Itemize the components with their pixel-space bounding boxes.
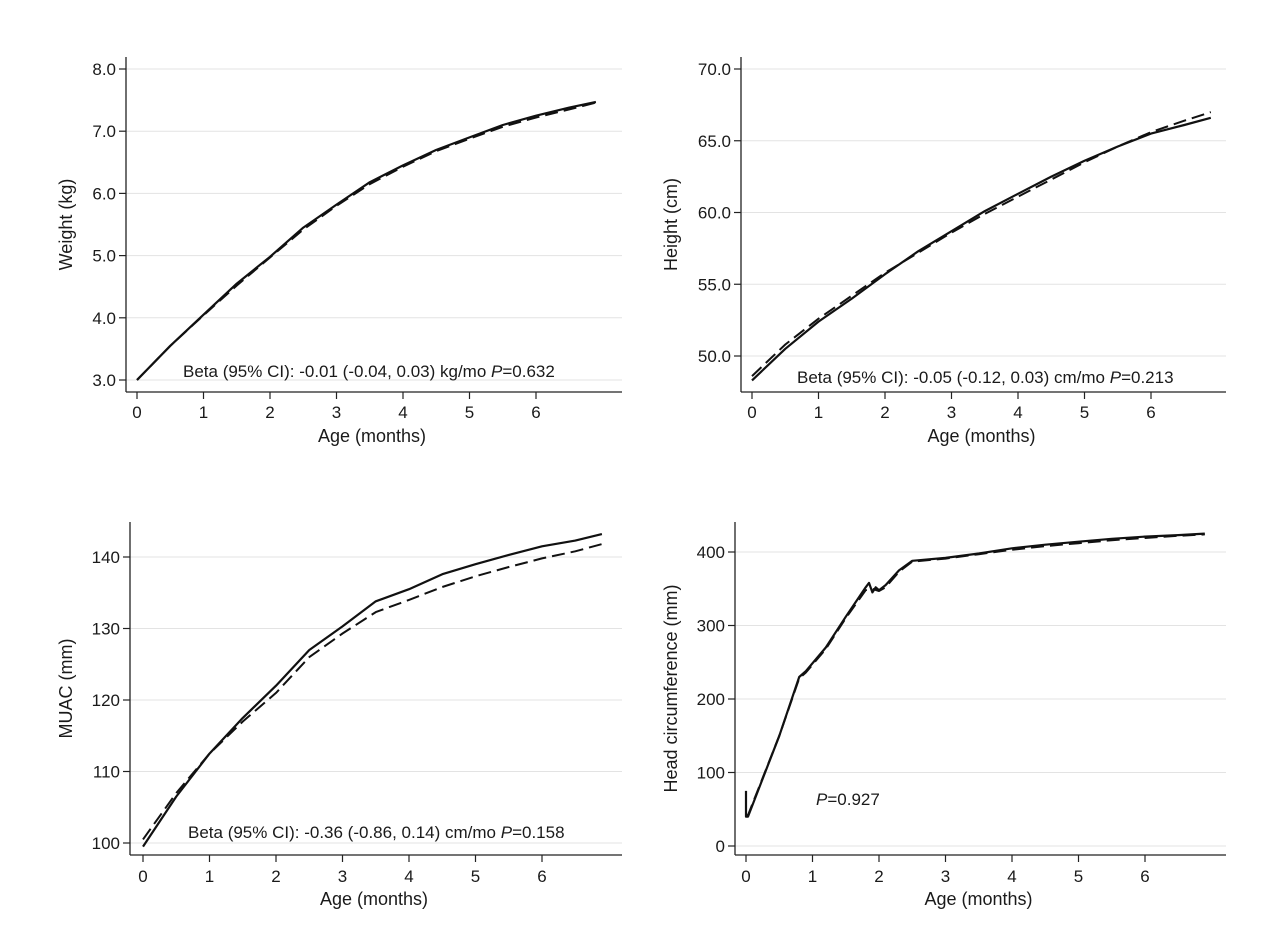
x-tick-label: 1 bbox=[205, 867, 214, 886]
y-tick-label: 5.0 bbox=[92, 247, 116, 266]
annotation-beta: Beta (95% CI): -0.05 (-0.12, 0.03) cm/mo bbox=[797, 368, 1110, 387]
x-tick-label: 1 bbox=[199, 403, 208, 422]
x-tick-label: 4 bbox=[398, 403, 407, 422]
x-axis-title: Age (months) bbox=[318, 426, 426, 446]
annotation-p-label: P bbox=[1110, 368, 1122, 387]
series-line-dashed bbox=[136, 101, 597, 381]
annotation: Beta (95% CI): -0.01 (-0.04, 0.03) kg/mo… bbox=[183, 362, 555, 381]
x-tick-label: 6 bbox=[537, 867, 546, 886]
x-tick-label: 6 bbox=[531, 403, 540, 422]
annotation-p-label: P bbox=[501, 823, 513, 842]
x-axis-title: Age (months) bbox=[924, 889, 1032, 909]
y-tick-label: 110 bbox=[93, 763, 120, 782]
x-tick-label: 4 bbox=[1007, 867, 1016, 886]
x-tick-label: 2 bbox=[265, 403, 274, 422]
y-tick-label: 130 bbox=[92, 620, 120, 639]
y-tick-label: 400 bbox=[697, 543, 725, 562]
annotation: Beta (95% CI): -0.05 (-0.12, 0.03) cm/mo… bbox=[797, 368, 1174, 387]
y-tick-label: 4.0 bbox=[92, 309, 116, 328]
panel-1: 3.0 4.0 5.0 6.0 7.0 8.0 0 1 2 3 4 5 6 Age (months) Wei… bbox=[56, 57, 622, 446]
panel-4: 0 100 200 300 400 0 1 2 3 4 5 6 Age (months) Head cir… bbox=[661, 522, 1226, 909]
x-tick-label: 1 bbox=[814, 403, 823, 422]
y-tick-label: 55.0 bbox=[698, 275, 731, 294]
y-axis-title: MUAC (mm) bbox=[56, 639, 76, 739]
x-tick-label: 3 bbox=[332, 403, 341, 422]
annotation-beta: Beta (95% CI): -0.01 (-0.04, 0.03) kg/mo bbox=[183, 362, 491, 381]
y-axis-title: Head circumference (mm) bbox=[661, 584, 681, 792]
series-line-dashed bbox=[751, 111, 1212, 377]
series-line-solid bbox=[744, 532, 1205, 818]
y-tick-label: 65.0 bbox=[698, 132, 731, 151]
x-tick-label: 2 bbox=[271, 867, 280, 886]
y-axis-title: Height (cm) bbox=[661, 178, 681, 271]
y-tick-label: 200 bbox=[697, 690, 725, 709]
annotation-p-label: P bbox=[816, 790, 828, 809]
x-tick-label: 0 bbox=[747, 403, 756, 422]
x-tick-label: 4 bbox=[1013, 403, 1022, 422]
x-tick-label: 5 bbox=[465, 403, 474, 422]
x-tick-label: 0 bbox=[138, 867, 147, 886]
x-tick-label: 0 bbox=[132, 403, 141, 422]
series-line-dashed bbox=[142, 543, 603, 840]
x-tick-label: 5 bbox=[1080, 403, 1089, 422]
x-tick-label: 3 bbox=[941, 867, 950, 886]
annotation: P=0.927 bbox=[816, 790, 880, 809]
x-tick-label: 3 bbox=[338, 867, 347, 886]
annotation: Beta (95% CI): -0.36 (-0.86, 0.14) cm/mo… bbox=[188, 823, 565, 842]
y-tick-label: 140 bbox=[92, 548, 120, 567]
x-axis-title: Age (months) bbox=[320, 889, 428, 909]
y-tick-label: 50.0 bbox=[698, 347, 731, 366]
x-tick-label: 5 bbox=[1074, 867, 1083, 886]
y-tick-label: 3.0 bbox=[92, 371, 116, 390]
panel-2: 50.0 55.0 60.0 65.0 70.0 0 1 2 3 4 5 6 Age (months) H… bbox=[661, 57, 1226, 446]
y-tick-label: 60.0 bbox=[698, 204, 731, 223]
y-tick-label: 7.0 bbox=[92, 122, 116, 141]
annotation-p-value: =0.927 bbox=[827, 790, 879, 809]
series-line-solid bbox=[136, 100, 597, 381]
y-axis-title: Weight (kg) bbox=[56, 179, 76, 271]
x-tick-label: 3 bbox=[947, 403, 956, 422]
y-tick-label: 8.0 bbox=[92, 60, 116, 79]
x-axis-title: Age (months) bbox=[927, 426, 1035, 446]
x-tick-label: 2 bbox=[874, 867, 883, 886]
annotation-p-value: =0.213 bbox=[1121, 368, 1173, 387]
x-tick-label: 0 bbox=[741, 867, 750, 886]
x-tick-label: 4 bbox=[404, 867, 413, 886]
y-tick-label: 70.0 bbox=[698, 60, 731, 79]
annotation-beta: Beta (95% CI): -0.36 (-0.86, 0.14) cm/mo bbox=[188, 823, 501, 842]
y-tick-label: 0 bbox=[716, 837, 725, 856]
y-tick-label: 120 bbox=[92, 691, 120, 710]
x-tick-label: 2 bbox=[880, 403, 889, 422]
series-line-dashed bbox=[746, 533, 1205, 817]
series-line-solid bbox=[751, 116, 1212, 382]
y-tick-label: 300 bbox=[697, 617, 725, 636]
x-tick-label: 5 bbox=[471, 867, 480, 886]
x-tick-label: 1 bbox=[808, 867, 817, 886]
y-tick-label: 100 bbox=[92, 834, 120, 853]
x-tick-label: 6 bbox=[1140, 867, 1149, 886]
annotation-p-label: P bbox=[491, 362, 503, 381]
y-tick-label: 100 bbox=[697, 764, 725, 783]
series-line-solid bbox=[142, 533, 603, 848]
y-tick-label: 6.0 bbox=[92, 184, 116, 203]
annotation-p-value: =0.158 bbox=[512, 823, 564, 842]
panel-3: 100 110 120 130 140 0 1 2 3 4 5 6 Age (months) MUAC (… bbox=[56, 522, 622, 909]
annotation-p-value: =0.632 bbox=[502, 362, 554, 381]
x-tick-label: 6 bbox=[1146, 403, 1155, 422]
